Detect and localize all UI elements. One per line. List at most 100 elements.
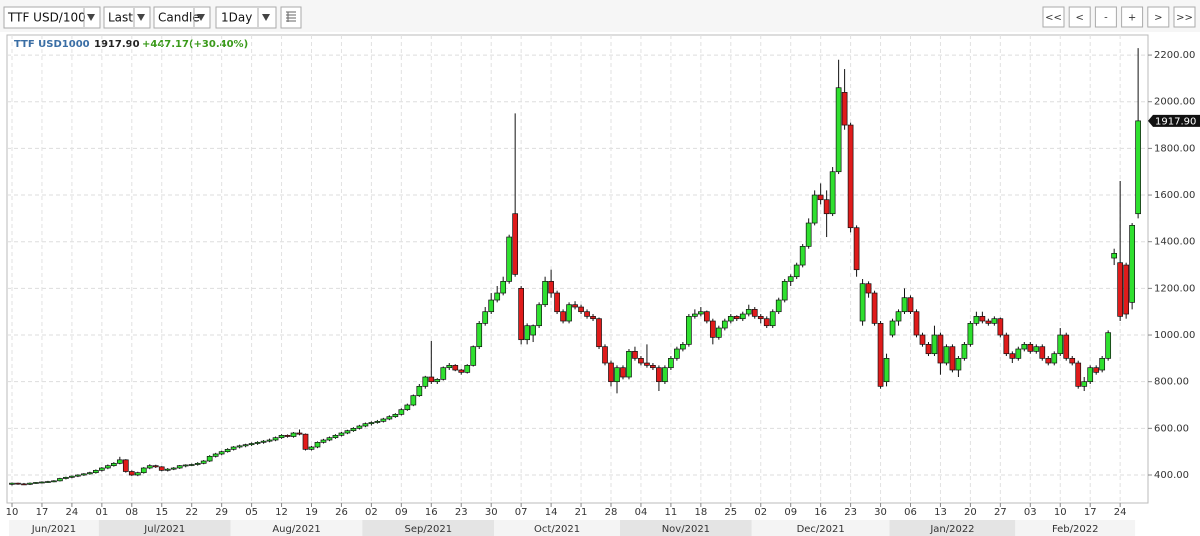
candle-body [1027, 344, 1034, 352]
candle-body [793, 264, 800, 278]
nav-button[interactable] [1042, 6, 1065, 28]
candle-body [51, 480, 57, 483]
candle-body [901, 297, 908, 313]
candle-body [931, 334, 938, 355]
month-band [362, 520, 495, 536]
candle-body [745, 309, 752, 315]
month-band [619, 520, 752, 536]
candle-body [811, 194, 818, 224]
candle-body [482, 311, 489, 324]
x-tick-label: 29 [215, 507, 228, 518]
x-tick-label: 02 [754, 507, 767, 518]
candle-body [81, 473, 87, 476]
month-band [230, 520, 363, 536]
candle-body [326, 437, 333, 441]
candle-body [1135, 120, 1141, 215]
candle-body [638, 358, 644, 364]
interval-select[interactable] [215, 6, 277, 29]
candle-body [524, 325, 530, 341]
candle-body [1039, 346, 1046, 359]
candle-body [560, 311, 566, 322]
x-tick-label: 09 [784, 507, 797, 518]
symbol-select[interactable] [3, 6, 101, 29]
nav-button[interactable] [1147, 6, 1170, 28]
nav-button[interactable] [1173, 6, 1196, 28]
candle-body [763, 318, 770, 327]
plot-area [6, 34, 1149, 504]
y-tick-label: 2200.00 [1154, 50, 1195, 61]
x-tick-label: 22 [185, 507, 198, 518]
x-tick-label: 03 [1024, 507, 1037, 518]
candle-body [674, 348, 680, 359]
x-tick-label: 15 [155, 507, 168, 518]
nav-button[interactable] [1094, 6, 1117, 28]
x-tick-label: 14 [545, 507, 558, 518]
candle-body [236, 445, 243, 448]
candle-body [218, 451, 225, 455]
nav-label: >> [1176, 13, 1193, 24]
candle-body [368, 422, 375, 425]
field-select[interactable] [103, 6, 151, 29]
y-tick-label: 1200.00 [1154, 283, 1195, 294]
candle-body [805, 222, 812, 247]
month-label: Oct/2021 [534, 524, 580, 535]
table-icon [286, 11, 296, 22]
candle-body [680, 344, 686, 350]
candle-body [386, 416, 393, 420]
candle-body [104, 465, 111, 469]
candle-body [362, 423, 369, 427]
candle-body [146, 465, 153, 469]
candle-body [512, 213, 519, 275]
y-tick-label: 600.00 [1154, 423, 1189, 434]
candle-body [709, 320, 716, 338]
candle-body [308, 446, 315, 450]
candle-body [9, 482, 15, 485]
legend-symbol: TTF USD1000 [14, 39, 90, 50]
candle-body [955, 358, 962, 371]
candle-body [494, 292, 501, 301]
month-band [494, 520, 620, 536]
candle-body [470, 346, 477, 366]
x-tick-label: 23 [455, 507, 468, 518]
candle-body [410, 395, 417, 406]
candle-body [715, 327, 722, 338]
x-tick-label: 10 [1054, 507, 1067, 518]
candle-body [973, 316, 980, 324]
x-tick-label: 23 [844, 507, 857, 518]
candle-body [87, 472, 93, 475]
candle-body [596, 318, 602, 348]
legend-price: 1917.90 [94, 39, 140, 50]
candle-body [1009, 353, 1016, 359]
month-label: Dec/2021 [797, 524, 845, 535]
candle-body [152, 465, 159, 468]
candle-body [464, 365, 471, 373]
x-tick-label: 24 [66, 507, 79, 518]
candle-body [829, 171, 836, 215]
candle-body [296, 432, 303, 435]
x-tick-label: 01 [95, 507, 108, 518]
candle-body [338, 432, 345, 436]
candle-body [182, 464, 189, 467]
last-price-marker [1148, 114, 1200, 127]
y-tick-label: 400.00 [1154, 470, 1189, 481]
candle-body [865, 283, 872, 294]
month-band [98, 520, 231, 536]
candle-body [721, 320, 728, 329]
nav-button[interactable] [1068, 6, 1091, 28]
style-select[interactable] [153, 6, 211, 29]
candle-body [57, 478, 63, 482]
x-tick-label: 06 [904, 507, 917, 518]
candle-body [356, 425, 363, 429]
nav-label: > [1154, 13, 1162, 24]
candle-body [350, 427, 357, 432]
candle-body [961, 344, 968, 359]
symbol-text: TTF USD/100 [7, 11, 86, 25]
nav-label: + [1128, 13, 1136, 24]
candle-body [1087, 367, 1094, 383]
candle-body [98, 467, 105, 471]
x-tick-label: 05 [245, 507, 258, 518]
nav-button[interactable] [1121, 6, 1144, 28]
candle-body [93, 469, 99, 474]
candle-body [883, 358, 890, 383]
